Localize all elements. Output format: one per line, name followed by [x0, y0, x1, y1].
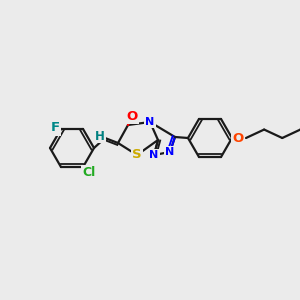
Text: N: N — [149, 150, 159, 160]
Text: S: S — [132, 148, 142, 161]
Text: N: N — [146, 117, 154, 127]
Text: O: O — [126, 110, 138, 122]
Text: F: F — [50, 122, 60, 134]
Text: Cl: Cl — [82, 166, 96, 178]
Text: O: O — [232, 131, 244, 145]
Text: N: N — [165, 147, 175, 157]
Text: H: H — [95, 130, 105, 142]
